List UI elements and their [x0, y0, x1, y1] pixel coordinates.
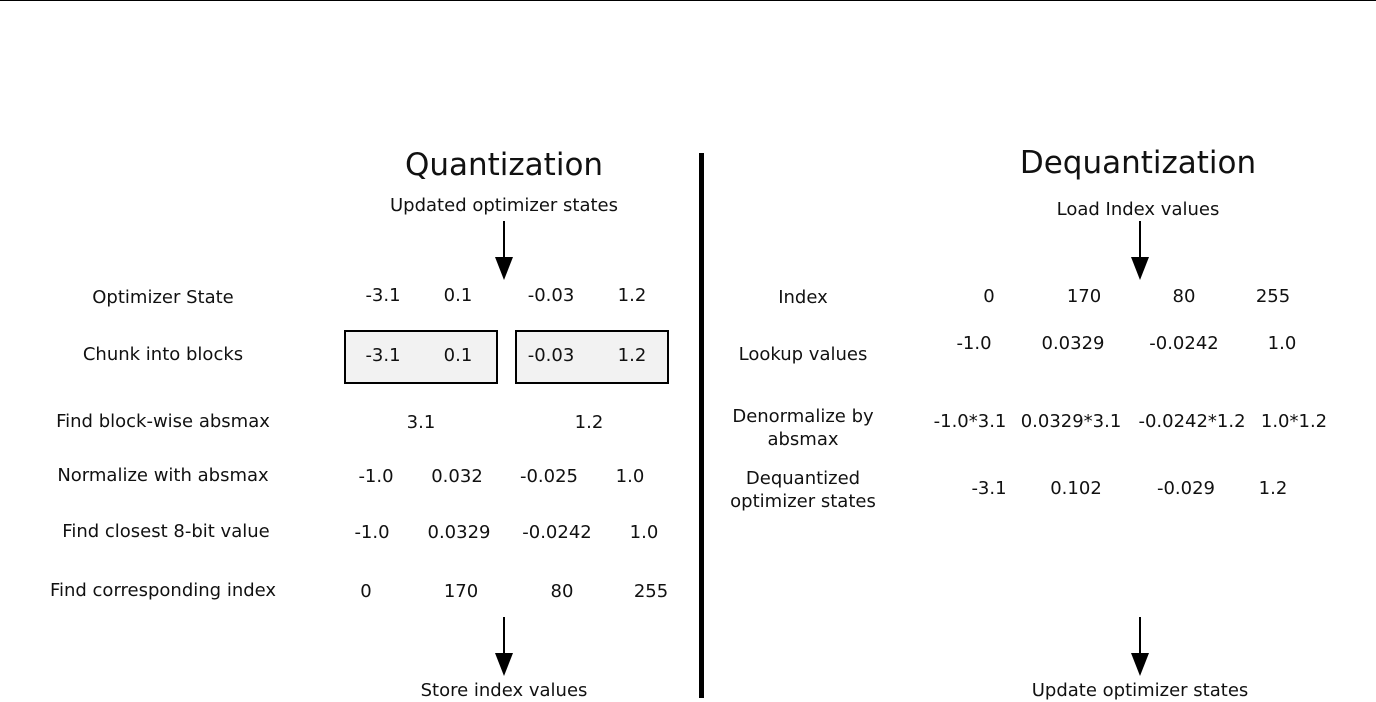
value-cell: -3.1	[365, 285, 401, 306]
value-cell: -3.1	[971, 478, 1007, 499]
value-cell: 170	[443, 581, 479, 602]
value-cell: 1.2	[617, 345, 647, 366]
value-cell: 1.0	[1267, 333, 1297, 354]
quantization-output-label: Store index values	[420, 680, 588, 701]
quantization-title: Quantization	[404, 147, 604, 183]
value-cell: 1.0*1.2	[1260, 411, 1328, 432]
value-cell: -0.03	[527, 285, 575, 306]
value-cell: 80	[550, 581, 574, 602]
value-cell: -1.0	[354, 522, 390, 543]
row-label-find-closest-8-bit-value: Find closest 8-bit value	[62, 521, 270, 542]
block-1	[344, 330, 498, 384]
value-cell: -0.0242	[522, 522, 592, 543]
row-label-index: Index	[778, 287, 828, 308]
block-2	[515, 330, 669, 384]
value-cell: 3.1	[406, 412, 436, 433]
value-cell: -0.0242	[1149, 333, 1219, 354]
value-cell: -3.1	[365, 345, 401, 366]
down-arrow-icon	[1131, 221, 1149, 280]
value-cell: 0.0329	[1041, 333, 1105, 354]
value-cell: 0.102	[1050, 478, 1102, 499]
value-cell: 170	[1066, 286, 1102, 307]
value-cell: 255	[633, 581, 669, 602]
dequantization-title: Dequantization	[1019, 145, 1257, 181]
value-cell: 0	[360, 581, 372, 602]
row-label-normalize-with-absmax: Normalize with absmax	[57, 465, 269, 486]
value-cell: 0.1	[443, 285, 473, 306]
dequantization-input-label: Load Index values	[1056, 199, 1220, 220]
value-cell: -0.025	[519, 466, 579, 487]
value-cell: 0	[983, 286, 995, 307]
down-arrow-icon	[495, 221, 513, 280]
value-cell: 1.2	[574, 412, 604, 433]
value-cell: -1.0*3.1	[933, 411, 1007, 432]
value-cell: 0.0329*3.1	[1020, 411, 1122, 432]
value-cell: -0.0242*1.2	[1138, 411, 1246, 432]
value-cell: 1.0	[629, 522, 659, 543]
value-cell: -1.0	[956, 333, 992, 354]
top-rule	[0, 0, 1376, 1]
row-label-find-corresponding-index: Find corresponding index	[49, 580, 277, 601]
row-label-denormalize-by-absmax: Denormalize by absmax	[732, 406, 874, 450]
value-cell: 0.0329	[427, 522, 491, 543]
value-cell: -1.0	[358, 466, 394, 487]
down-arrow-icon	[495, 617, 513, 676]
value-cell: 1.0	[615, 466, 645, 487]
row-label-optimizer-state: Optimizer State	[92, 287, 234, 308]
value-cell: 0.032	[431, 466, 483, 487]
row-label-dequantized-optimizer-states: Dequantized optimizer states	[730, 468, 876, 512]
value-cell: -0.029	[1156, 478, 1216, 499]
section-divider	[699, 153, 704, 698]
value-cell: 255	[1255, 286, 1291, 307]
value-cell: 1.2	[617, 285, 647, 306]
row-label-chunk-into-blocks: Chunk into blocks	[82, 344, 244, 365]
down-arrow-icon	[1131, 617, 1149, 676]
row-label-find-block-wise-absmax: Find block-wise absmax	[56, 411, 270, 432]
value-cell: -0.03	[527, 345, 575, 366]
dequantization-output-label: Update optimizer states	[1031, 680, 1249, 701]
value-cell: 80	[1172, 286, 1196, 307]
row-label-lookup-values: Lookup values	[738, 344, 868, 365]
value-cell: 0.1	[443, 345, 473, 366]
value-cell: 1.2	[1258, 478, 1288, 499]
quantization-input-label: Updated optimizer states	[390, 195, 618, 216]
